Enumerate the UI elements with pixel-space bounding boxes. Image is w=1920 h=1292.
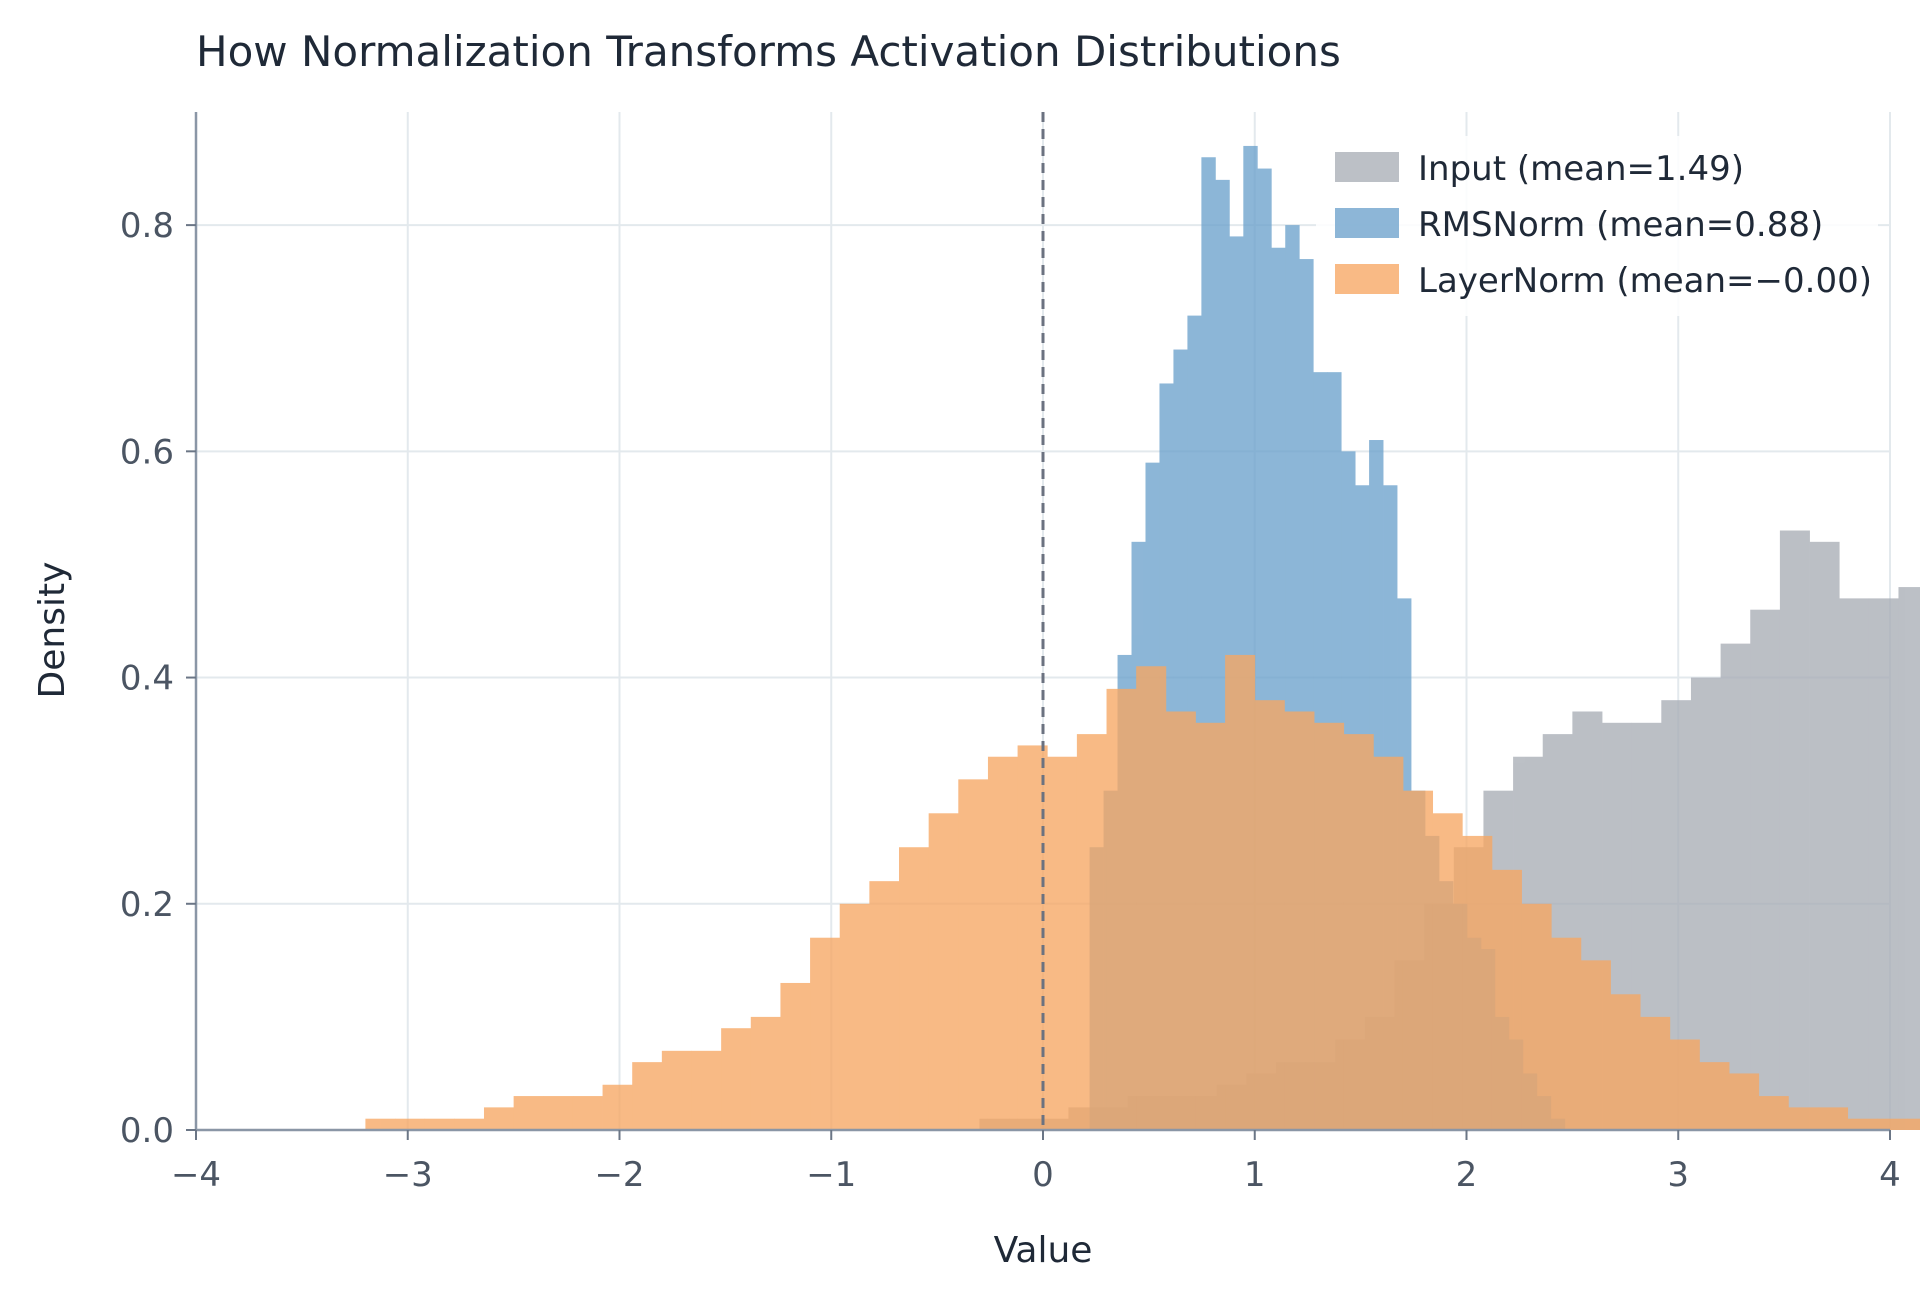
histogram-bar [1343, 734, 1374, 1130]
histogram-bars [365, 145, 1920, 1131]
y-tick-label: 0.0 [120, 1111, 174, 1151]
y-axis-title: Density [32, 562, 73, 699]
histogram-bar [1373, 756, 1404, 1130]
legend-label: RMSNorm (mean=0.88) [1418, 205, 1823, 245]
histogram-bar [1491, 869, 1522, 1130]
histogram-bar [602, 1084, 633, 1130]
histogram-bar [1106, 688, 1137, 1130]
histogram-bar [1076, 734, 1107, 1130]
histogram-bar [1779, 530, 1810, 1130]
histogram-bar [780, 982, 811, 1130]
histogram-bar [899, 847, 930, 1130]
x-tick-label: 0 [1032, 1155, 1054, 1195]
legend: Input (mean=1.49) RMSNorm (mean=0.88) Laye… [1316, 136, 1878, 316]
legend-swatch [1335, 152, 1399, 182]
y-tick-label: 0.6 [120, 432, 174, 472]
legend-label: Input (mean=1.49) [1418, 149, 1744, 189]
x-axis-title: Value [994, 1230, 1093, 1271]
histogram-bar [1640, 1016, 1671, 1130]
histogram-bar [1699, 1062, 1730, 1130]
histogram-bar [1432, 813, 1463, 1130]
histogram-bar [1898, 587, 1920, 1130]
legend-swatch [1335, 208, 1399, 238]
histogram-bar [1195, 722, 1226, 1130]
x-tick-label: 1 [1244, 1155, 1266, 1195]
histogram-bar [958, 779, 989, 1130]
histogram-bar [987, 756, 1018, 1130]
histogram-bar [750, 1016, 781, 1130]
histogram-bar [1580, 960, 1611, 1130]
histogram-bar [424, 1118, 455, 1130]
histogram-bar [839, 903, 870, 1130]
histogram-bar [1906, 1118, 1920, 1130]
histogram-bar [1729, 1073, 1760, 1130]
histogram-bar [543, 1096, 574, 1130]
x-tick-label: −4 [171, 1155, 221, 1195]
series-2 [365, 654, 1920, 1130]
histogram-bar [1284, 711, 1315, 1130]
x-tick-label: −1 [806, 1155, 856, 1195]
histogram-bar [1720, 643, 1751, 1130]
histogram-bar [1877, 1118, 1908, 1130]
x-tick-label: −3 [383, 1155, 433, 1195]
legend-background [1316, 136, 1878, 316]
y-tick-label: 0.8 [120, 206, 174, 246]
histogram-bar [1818, 1107, 1849, 1130]
histogram-bar [1402, 790, 1434, 1130]
histogram-bar [1758, 1096, 1789, 1130]
histogram-bar [513, 1096, 544, 1130]
x-tick-label: 3 [1667, 1155, 1689, 1195]
histogram-bar [1047, 756, 1078, 1130]
histogram-bar [1254, 700, 1285, 1130]
histogram-bar [1669, 1039, 1700, 1130]
histogram-bar [1225, 654, 1256, 1130]
legend-swatch [1335, 264, 1399, 294]
histogram-bar [1847, 1118, 1878, 1130]
histogram-bar [1788, 1107, 1819, 1130]
x-tick-label: 4 [1879, 1155, 1901, 1195]
y-tick-label: 0.2 [120, 885, 174, 925]
chart-title: How Normalization Transforms Activation … [196, 27, 1341, 76]
histogram-bar [1521, 903, 1552, 1130]
histogram-bar [810, 937, 841, 1130]
histogram-bar [928, 813, 959, 1130]
histogram-bar [1165, 711, 1196, 1130]
histogram-bar [1809, 541, 1840, 1130]
histogram-bar [1750, 609, 1781, 1130]
histogram-bar [1551, 937, 1582, 1130]
legend-label: LayerNorm (mean=−0.00) [1418, 261, 1872, 301]
histogram-bar [365, 1118, 396, 1130]
tick-labels: −4 −3 −2 −1 0 1 2 3 4 0.0 0.2 0.4 0.6 0.8 [120, 206, 1901, 1195]
histogram-bar [869, 881, 900, 1130]
histogram-bar [1314, 722, 1345, 1130]
histogram-bar [1136, 666, 1167, 1130]
histogram-bar [661, 1050, 692, 1130]
histogram-bar [1462, 835, 1493, 1130]
x-tick-label: 2 [1456, 1155, 1478, 1195]
histogram-bar [483, 1107, 515, 1130]
histogram-bar [395, 1118, 426, 1130]
y-tick-label: 0.4 [120, 659, 174, 699]
histogram-bar [454, 1118, 485, 1130]
histogram-bar [572, 1096, 603, 1130]
histogram-bar [1839, 598, 1870, 1130]
histogram-bar [1868, 598, 1899, 1130]
histogram-bar [691, 1050, 722, 1130]
histogram-bar [1610, 994, 1641, 1130]
x-tick-label: −2 [594, 1155, 644, 1195]
histogram-bar [632, 1062, 663, 1130]
histogram-bar [721, 1028, 752, 1130]
